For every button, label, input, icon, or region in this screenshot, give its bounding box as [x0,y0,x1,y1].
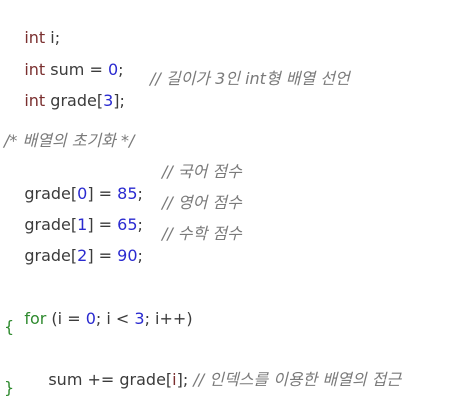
number-literal: 85 [117,184,138,203]
code-line-3: int grade[3]; [4,68,125,110]
code-text: grade[ [24,215,78,234]
code-comment: // 수학 점수 [162,224,242,243]
code-text: ] = [87,246,118,265]
code-text: sum += grade[ [48,370,173,389]
number-literal: 65 [117,215,138,234]
code-text: ; [137,246,143,265]
number-literal: 0 [77,184,88,203]
number-literal: 0 [107,60,119,79]
code-comment: // 국어 점수 [162,162,242,181]
code-text: (i = [46,309,86,328]
open-brace: { [4,317,15,336]
code-comment: // 영어 점수 [162,193,242,212]
number-literal: 90 [117,246,138,265]
code-comment: // 인덱스를 이용한 배열의 접근 [188,370,402,389]
code-text: grade[ [24,184,78,203]
code-text: ; [137,215,143,234]
number-literal: 2 [77,246,88,265]
code-line-1: int i; [4,5,60,47]
code-line-8: for (i = 0; i < 3; i++) [4,286,192,328]
index-variable: i [172,370,177,389]
code-line-10: sum += grade[i]; // 인덱스를 이용한 배열의 접근 [28,347,401,389]
code-text: ] = [87,184,118,203]
number-literal: 0 [85,309,96,328]
code-line-5: grade[0] = 85; [4,161,143,203]
keyword-int: int [24,60,46,79]
code-text: ; i++) [144,309,193,328]
code-text: grade[ [45,91,104,110]
number-literal: 3 [134,309,145,328]
code-comment: // 길이가 3인 int형 배열 선언 [150,69,350,88]
code-text: ]; [176,370,189,389]
code-text: ]; [113,91,125,110]
keyword-for: for [24,309,47,328]
code-text: ; [118,60,124,79]
code-text: ; [137,184,143,203]
code-text: ; i < [95,309,135,328]
code-text: ] = [87,215,118,234]
code-text: sum = [45,60,108,79]
number-literal: 3 [103,91,114,110]
close-brace: } [4,378,15,397]
keyword-int: int [24,28,46,47]
keyword-int: int [24,91,46,110]
code-snippet: int i; int sum = 0; int grade[3]; // 길이가… [4,5,401,397]
number-literal: 1 [77,215,88,234]
code-text: grade[ [24,246,78,265]
code-comment: /* 배열의 초기화 */ [4,131,135,150]
code-line-7: grade[2] = 90; [4,223,143,265]
code-line-2: int sum = 0; [4,37,123,79]
code-line-6: grade[1] = 65; [4,192,143,234]
code-text: i; [45,28,61,47]
